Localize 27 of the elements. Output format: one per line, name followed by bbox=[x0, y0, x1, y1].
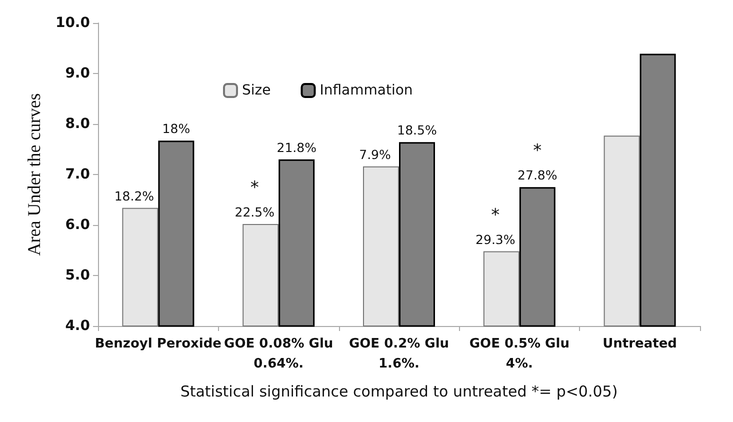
y-tick-label: 5.0 bbox=[65, 268, 90, 284]
annotation: 27.8% bbox=[518, 168, 558, 183]
x-tick-label: GOE 0.2% Glu 1.6%. bbox=[348, 336, 450, 372]
y-tick-label: 7.0 bbox=[65, 166, 90, 182]
annotation: 29.3% bbox=[476, 232, 516, 247]
annotation: 18.2% bbox=[114, 188, 154, 204]
legend-label: Inflammation bbox=[320, 82, 413, 98]
y-tick-label: 4.0 bbox=[65, 318, 90, 334]
x-tick-label: Untreated bbox=[602, 336, 677, 352]
y-axis-title: Area Under the curves bbox=[24, 93, 44, 256]
y-tick-label: 8.0 bbox=[65, 116, 90, 132]
y-tick-label: 9.0 bbox=[65, 66, 90, 82]
annotation: 21.8% bbox=[276, 140, 317, 155]
annotation: 7.9% bbox=[359, 146, 391, 162]
annotation: 18.5% bbox=[397, 122, 437, 138]
annotation: * bbox=[533, 141, 542, 162]
legend-label: Size bbox=[242, 82, 271, 98]
x-tick-label: GOE 0.5% Glu 4%. bbox=[469, 336, 570, 372]
annotation: * bbox=[250, 178, 259, 198]
x-tick-label: Benzoyl Peroxide bbox=[94, 336, 222, 352]
annotation: * bbox=[491, 205, 500, 226]
x-tick-label: GOE 0.08% Glu 0.64%. bbox=[224, 336, 334, 372]
x-axis-title: Statistical significance compared to untreated *= p<0.05) bbox=[180, 382, 618, 400]
annotation: 18% bbox=[162, 121, 190, 136]
annotation: 22.5% bbox=[234, 204, 275, 220]
y-tick-label: 6.0 bbox=[65, 217, 90, 233]
y-tick-label: 10.0 bbox=[55, 15, 90, 31]
